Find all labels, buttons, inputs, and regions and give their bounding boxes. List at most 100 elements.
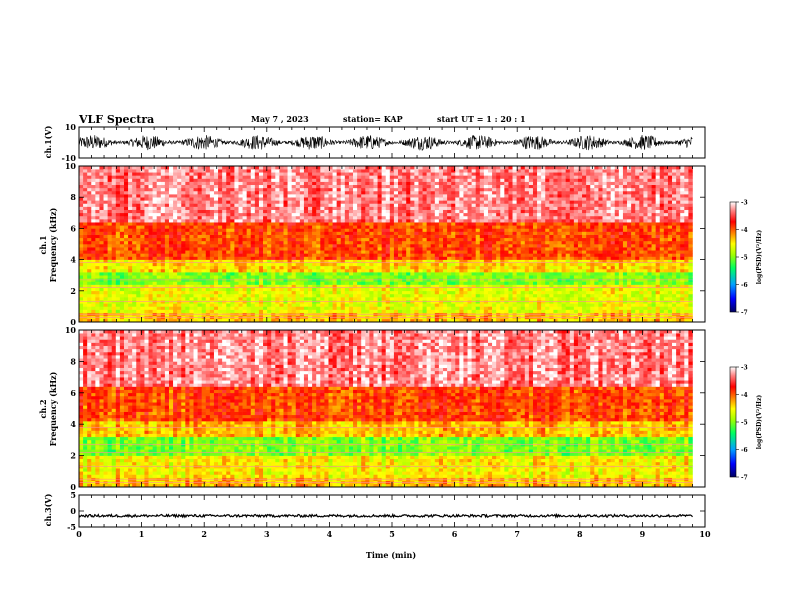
ch1-spectrogram-cell — [382, 288, 386, 291]
ch1-spectrogram-cell — [173, 281, 177, 284]
ch1-spectrogram-cell — [463, 219, 467, 222]
ch1-spectrogram-cell — [300, 175, 304, 178]
ch1-spectrogram-cell — [423, 175, 427, 178]
ch1-spectrogram-cell — [312, 175, 316, 178]
ch1-spectrogram-cell — [189, 203, 193, 206]
ch1-spectrogram-cell — [140, 188, 144, 191]
ch1-spectrogram-cell — [116, 269, 120, 272]
ch1-spectrogram-cell — [95, 169, 99, 172]
ch1-spectrogram-cell — [267, 297, 271, 300]
ch1-spectrogram-cell — [234, 232, 238, 235]
ch1-spectrogram-cell — [427, 241, 431, 244]
ch1-spectrogram-cell — [357, 266, 361, 269]
ch1-spectrogram-cell — [132, 219, 136, 222]
ch1-spectrogram-cell — [169, 281, 173, 284]
ch1-spectrogram-cell — [275, 169, 279, 172]
ch1-spectrogram-cell — [361, 253, 365, 256]
ch1-spectrogram-cell — [243, 210, 247, 213]
ch1-spectrogram-cell — [373, 247, 377, 250]
ch1-spectrogram-cell — [410, 281, 414, 284]
ch1-spectrogram-cell — [402, 269, 406, 272]
ch1-spectrogram-cell — [365, 291, 369, 294]
ch1-spectrogram-cell — [468, 272, 472, 275]
ch1-spectrogram-cell — [455, 241, 459, 244]
ch1-spectrogram-cell — [157, 281, 161, 284]
ch1-spectrogram-cell — [239, 263, 243, 266]
ch1-spectrogram-cell — [144, 219, 148, 222]
ch1-spectrogram-cell — [369, 238, 373, 241]
ch1-spectrogram-cell — [345, 172, 349, 175]
ch1-spectrogram-cell — [337, 188, 341, 191]
ch1-spectrogram-cell — [390, 200, 394, 203]
ch1-spectrogram-cell — [427, 185, 431, 188]
ch1-spectrogram-cell — [353, 169, 357, 172]
ch1-spectrogram-cell — [255, 235, 259, 238]
ch1-spectrogram-cell — [414, 203, 418, 206]
ch1-spectrogram-cell — [316, 275, 320, 278]
ch1-spectrogram-cell — [153, 294, 157, 297]
ch1-spectrogram-cell — [390, 310, 394, 313]
ch1-spectrogram-cell — [382, 188, 386, 191]
ch1-spectrogram-cell — [390, 297, 394, 300]
ch1-spectrogram-cell — [447, 200, 451, 203]
ch1-spectrogram-cell — [283, 185, 287, 188]
ch1-spectrogram-cell — [259, 297, 263, 300]
ch1-spectrogram-cell — [120, 207, 124, 210]
ch1-spectrogram-cell — [243, 241, 247, 244]
ch1-spectrogram-cell — [161, 185, 165, 188]
ch1-spectrogram-cell — [369, 263, 373, 266]
ch1-spectrogram-cell — [214, 194, 218, 197]
ch1-spectrogram-cell — [328, 219, 332, 222]
ch1-spectrogram-cell — [320, 222, 324, 225]
ch1-spectrogram-cell — [149, 294, 153, 297]
ch1-spectrogram-cell — [386, 207, 390, 210]
ch1-spectrogram-cell — [333, 238, 337, 241]
ch1-spectrogram-cell — [341, 169, 345, 172]
ch1-spectrogram-cell — [341, 222, 345, 225]
ch1-spectrogram-cell — [120, 178, 124, 181]
ch1-spectrogram-cell — [177, 310, 181, 313]
ch1-spectrogram-cell — [222, 244, 226, 247]
ch1-spectrogram-cell — [423, 225, 427, 228]
ch1-spectrogram-cell — [99, 166, 103, 169]
ch1-spectrogram-cell — [144, 294, 148, 297]
ch1-spectrogram-cell — [120, 169, 124, 172]
ch1-spectrogram-cell — [337, 185, 341, 188]
ch1-spectrogram-cell — [386, 275, 390, 278]
ch1-spectrogram-cell — [177, 213, 181, 216]
ch1-spectrogram-cell — [341, 182, 345, 185]
ch1-spectrogram-cell — [410, 194, 414, 197]
ch1-spectrogram-cell — [255, 222, 259, 225]
ch1-spectrogram-cell — [373, 225, 377, 228]
ch1-spectrogram-cell — [173, 197, 177, 200]
ch1-spectrogram-cell — [341, 269, 345, 272]
ch1-spectrogram-cell — [108, 207, 112, 210]
ch1-spectrogram-cell — [91, 269, 95, 272]
ch1-spectrogram-cell — [206, 216, 210, 219]
ch1-spectrogram-cell — [198, 294, 202, 297]
ch1-spectrogram-cell — [353, 210, 357, 213]
ch1-spectrogram-cell — [459, 291, 463, 294]
ch1-spectrogram-cell — [439, 294, 443, 297]
ch1-spectrogram-cell — [443, 172, 447, 175]
ch1-spectrogram-cell — [349, 188, 353, 191]
ch1-spectrogram-cell — [296, 228, 300, 231]
ch1-spectrogram-cell — [472, 303, 476, 306]
ch1-spectrogram-cell — [459, 222, 463, 225]
ch1-spectrogram-cell — [427, 213, 431, 216]
ch1-spectrogram-cell — [149, 200, 153, 203]
ch1-spectrogram-cell — [79, 310, 83, 313]
ch1-spectrogram-cell — [116, 178, 120, 181]
ch1-spectrogram-cell — [373, 256, 377, 259]
ch1-spectrogram-cell — [378, 175, 382, 178]
ch1-spectrogram-cell — [324, 185, 328, 188]
ch1-spectrogram-cell — [132, 306, 136, 309]
ch1-spectrogram-cell — [218, 216, 222, 219]
ch1-spectrogram-cell — [353, 238, 357, 241]
ch1-spectrogram-cell — [398, 241, 402, 244]
ch1-spectrogram-cell — [198, 225, 202, 228]
ch1-spectrogram-cell — [337, 294, 341, 297]
ch1-spectrogram-cell — [455, 207, 459, 210]
ch1-spectrogram-cell — [79, 294, 83, 297]
ch1-spectrogram-cell — [451, 244, 455, 247]
